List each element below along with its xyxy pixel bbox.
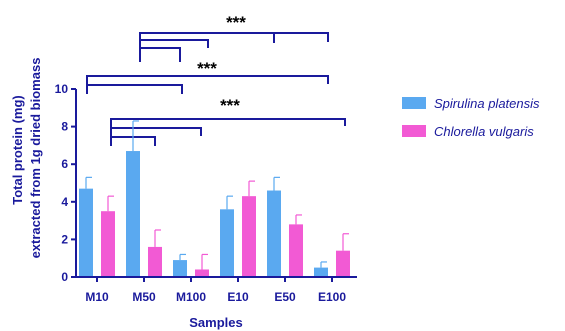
legend-label-chlorella: Chlorella vulgaris — [434, 124, 534, 139]
significance-bracket-7 — [87, 84, 183, 94]
bars — [79, 120, 350, 277]
legend: Spirulina platensis Chlorella vulgaris — [402, 96, 540, 139]
y-tick-label-4: 4 — [61, 195, 68, 209]
y-tick-label-6: 6 — [61, 157, 68, 171]
legend-swatch-chlorella — [402, 125, 426, 137]
y-tick-label-0: 0 — [61, 270, 68, 284]
x-tick-label-m10: M10 — [85, 290, 109, 304]
bar-spirulina-m100 — [173, 260, 187, 277]
y-tick-label-10: 10 — [55, 82, 69, 96]
significance-bracket-10 — [111, 136, 156, 146]
legend-swatch-spirulina — [402, 97, 426, 109]
x-tick-label-e100: E100 — [318, 290, 346, 304]
y-tick-label-2: 2 — [61, 232, 68, 246]
significance-stars-top: *** — [226, 13, 246, 32]
x-axis-title: Samples — [189, 315, 242, 330]
significance-brackets — [86, 32, 346, 146]
legend-label-spirulina: Spirulina platensis — [434, 96, 540, 111]
x-tick-label-m100: M100 — [176, 290, 206, 304]
significance-bracket-3 — [140, 39, 209, 48]
bar-spirulina-m50 — [126, 151, 140, 277]
significance-bracket-9 — [111, 127, 202, 136]
significance-bracket-4 — [140, 47, 181, 62]
bar-chlorella-m10 — [101, 211, 115, 277]
bar-spirulina-e10 — [220, 209, 234, 277]
x-tick-label-e10: E10 — [227, 290, 249, 304]
y-tick-label-8: 8 — [61, 120, 68, 134]
bar-chlorella-e100 — [336, 250, 350, 277]
y-axis-title-line2: extracted from 1g dried biomass — [28, 58, 43, 259]
bar-spirulina-e50 — [267, 190, 281, 277]
bar-spirulina-e100 — [314, 267, 328, 277]
significance-bracket-8 — [110, 118, 346, 146]
bar-spirulina-m10 — [79, 188, 93, 277]
bar-chlorella-e50 — [289, 224, 303, 277]
x-tick-label-m50: M50 — [132, 290, 156, 304]
bar-chlorella-m50 — [148, 246, 162, 277]
significance-stars-lower: *** — [220, 96, 240, 115]
bar-chlorella-e10 — [242, 196, 256, 277]
bar-chlorella-m100 — [195, 269, 209, 277]
axes: 0 2 4 6 8 10 M10 M50 M100 E10 E50 E100 — [55, 82, 357, 304]
x-tick-label-e50: E50 — [274, 290, 296, 304]
y-axis-title-line1: Total protein (mg) — [10, 95, 25, 205]
significance-stars-middle: *** — [197, 59, 217, 78]
